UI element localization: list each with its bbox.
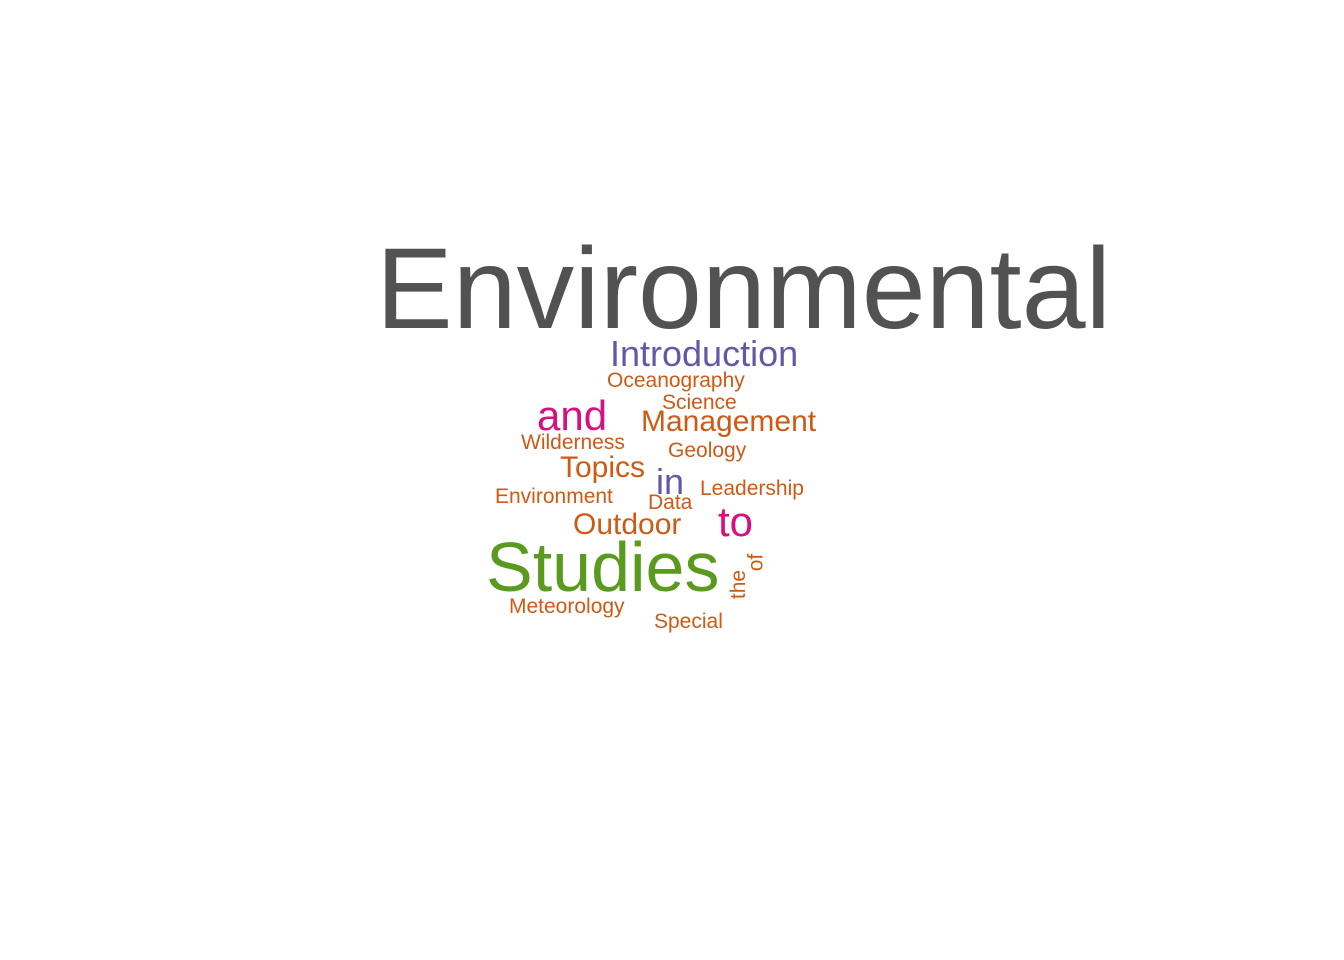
- word-studies: Studies: [486, 528, 720, 606]
- word-data: Data: [648, 491, 693, 514]
- word-of: of: [744, 553, 768, 572]
- word-topics: Topics: [560, 451, 646, 484]
- word-geology: Geology: [668, 439, 747, 462]
- word-and: and: [537, 392, 608, 439]
- word-in: in: [656, 461, 685, 502]
- word-introduction: Introduction: [610, 333, 799, 374]
- word-management: Management: [641, 405, 817, 438]
- word-wilderness: Wilderness: [521, 431, 625, 454]
- word-special: Special: [654, 610, 723, 633]
- word-oceanography: Oceanography: [607, 369, 745, 392]
- word-leadership: Leadership: [700, 477, 804, 500]
- word-the: the: [727, 569, 751, 600]
- word-meteorology: Meteorology: [509, 595, 625, 618]
- word-to: to: [718, 498, 754, 545]
- word-environment: Environment: [495, 485, 613, 508]
- word-environmental: Environmental: [376, 225, 1112, 353]
- word-science: Science: [662, 391, 737, 414]
- word-outdoor: Outdoor: [573, 508, 682, 541]
